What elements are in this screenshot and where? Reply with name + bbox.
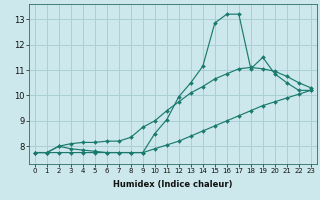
X-axis label: Humidex (Indice chaleur): Humidex (Indice chaleur) <box>113 180 233 189</box>
